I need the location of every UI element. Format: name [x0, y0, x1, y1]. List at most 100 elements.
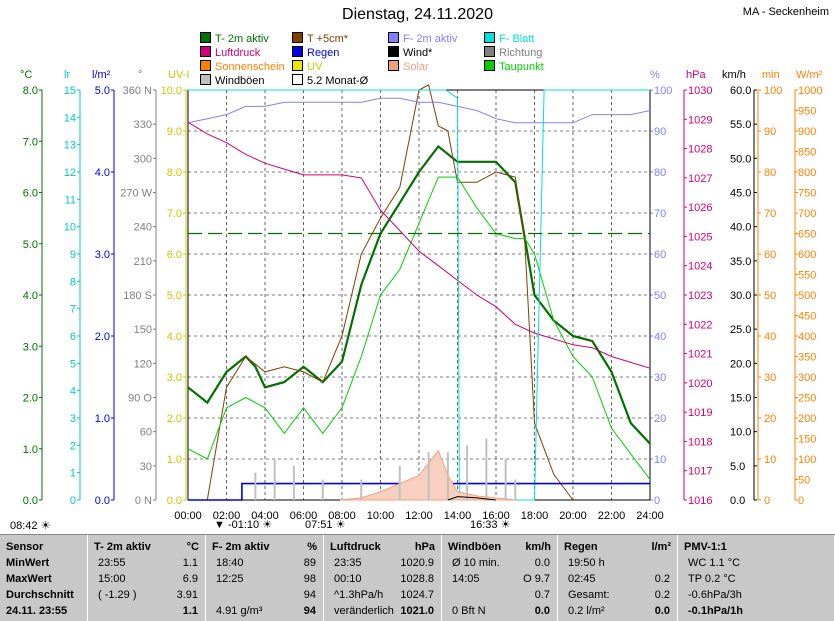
- table-cell: 0 Bft N 0.0: [452, 605, 550, 617]
- table-cell: 0.2 l/m² 0.0: [568, 605, 670, 617]
- tick-label: 40.0: [730, 222, 751, 234]
- axis-wm2: W/m²100095090085080075070065060055050045…: [794, 69, 823, 507]
- tick-label: 50: [764, 290, 776, 302]
- x-tick-label: 18:00: [521, 510, 549, 522]
- legend-swatch: [484, 32, 495, 43]
- tick-label: 3.0: [23, 341, 38, 353]
- tick-label: 20: [764, 413, 776, 425]
- legend-swatch: [292, 74, 303, 85]
- tick-label: 10: [654, 454, 666, 466]
- table-cell: 23:55 1.1: [98, 557, 198, 569]
- legend-swatch: [200, 74, 211, 85]
- stats-panel: Sensor T- 2m aktiv °C F- 2m aktiv% Luftdruck…: [0, 534, 835, 621]
- legend-item-wind: Wind*: [388, 46, 432, 59]
- table-cell: -0.1hPa/1h: [688, 605, 744, 617]
- tick-label: 4: [70, 386, 76, 398]
- tick-label: 9.0: [167, 126, 182, 138]
- tick-label: 1.0: [23, 444, 38, 456]
- tick-label: 200: [798, 413, 816, 425]
- tick-label: 6: [70, 331, 76, 343]
- axis-unit-degC: °C: [20, 69, 32, 81]
- tick-label: 4.0: [23, 290, 38, 302]
- table-cell: veränderlich 1021.0: [334, 605, 434, 617]
- tick-label: 90: [764, 126, 776, 138]
- table-cell: 14:05 O 9.7: [452, 573, 550, 585]
- legend-item-regen: Regen: [292, 46, 339, 59]
- tick-label: 270 W: [120, 188, 152, 200]
- legend-item-richtung: Richtung: [484, 46, 542, 59]
- tick-label: 60: [764, 249, 776, 261]
- stats-column-luftdruck: Luftdruck hPa: [324, 535, 442, 621]
- tick-label: 15: [64, 85, 76, 97]
- axis-unit-deg: °: [138, 69, 142, 81]
- tick-label: 0: [70, 495, 76, 507]
- tick-label: 35.0: [730, 256, 751, 268]
- tmax-marker: 08:42 ☀: [10, 520, 51, 532]
- table-cell: 1.1: [182, 605, 198, 617]
- chart-title: Dienstag, 24.11.2020: [342, 6, 493, 23]
- table-cell: 12:25 98: [216, 573, 316, 585]
- column-unit: %: [307, 541, 317, 553]
- column-unit: °C: [186, 541, 199, 553]
- tick-label: 14: [64, 112, 76, 124]
- tick-label: 30: [654, 372, 666, 384]
- tick-label: 1029: [688, 114, 712, 126]
- tick-label: 400: [798, 331, 816, 343]
- tick-label: 2.0: [167, 413, 182, 425]
- legend-item-luftdruck: Luftdruck: [200, 46, 260, 59]
- series-luftdruck: [187, 121, 651, 369]
- tick-label: 0.0: [95, 495, 110, 507]
- tick-label: 1018: [688, 436, 712, 448]
- axis-unit-min: min: [762, 69, 780, 81]
- legend-label: Richtung: [499, 47, 543, 59]
- axis-deg: ° 360 N 330 300 270 W 240 210 180 S 150 120 90 O 60…: [120, 69, 157, 507]
- tick-label: 25.0: [730, 324, 751, 336]
- x-tick-label: 22:00: [598, 510, 626, 522]
- tick-label: 10.0: [161, 85, 182, 97]
- tick-label: 70: [764, 208, 776, 220]
- tick-label: 8.0: [23, 85, 38, 97]
- tick-label: 45.0: [730, 188, 751, 200]
- series-t-5cm: [188, 84, 574, 501]
- axis-degC: °C 8.0 7.0 6.0 5.0 4.0 3.0 2.0 1.0 0.0: [20, 69, 43, 507]
- axis-hpa: hPa 1030 1029 1028 1027 1026 1025 1024 1023 1022 1…: [683, 69, 712, 507]
- axis-unit-lr: lr: [64, 69, 70, 81]
- legend-label: T +5cm*: [307, 33, 349, 45]
- tick-label: 600: [798, 249, 816, 261]
- tick-label: 10: [764, 454, 776, 466]
- stats-column-f-2m-aktiv: F- 2m aktiv%: [206, 535, 324, 621]
- table-cell: Durchschnitt: [6, 589, 74, 601]
- table-cell: Gesamt: 0.2: [568, 589, 670, 601]
- tick-label: 50: [798, 475, 810, 487]
- table-cell: TP 0.2 °C: [688, 573, 736, 585]
- tick-label: 1024: [688, 261, 712, 273]
- tick-label: 950: [798, 106, 816, 118]
- table-cell: 02:45 0.2: [568, 573, 670, 585]
- legend-label: Taupunkt: [499, 61, 544, 73]
- tick-label: 40: [654, 331, 666, 343]
- tick-label: 1022: [688, 319, 712, 331]
- tick-label: 330: [134, 119, 152, 131]
- tick-label: 11: [65, 194, 76, 206]
- tick-label: 3.0: [167, 372, 182, 384]
- tick-label: 1030: [688, 85, 712, 97]
- axis-unit-pct: %: [650, 69, 660, 81]
- legend-item-windb-en: Windböen: [200, 74, 265, 87]
- table-cell: 24.11. 23:55: [6, 605, 68, 617]
- legend-item-sonnenschein: Sonnenschein: [200, 60, 285, 73]
- x-tick-label: 08:00: [328, 510, 356, 522]
- legend-swatch: [200, 32, 211, 43]
- tick-label: 300: [134, 153, 152, 165]
- tick-label: 30: [764, 372, 776, 384]
- tick-label: 550: [798, 270, 816, 282]
- tick-label: 750: [798, 188, 816, 200]
- legend-item-t-5cm: T +5cm*: [292, 32, 348, 45]
- column-header: Luftdruck: [330, 541, 381, 553]
- table-cell: -0.6hPa/3h: [688, 589, 742, 601]
- tick-label: 120: [134, 358, 152, 370]
- tick-label: 20: [654, 413, 666, 425]
- tick-label: 5.0: [95, 85, 110, 97]
- tick-label: 350: [798, 352, 816, 364]
- legend-label: UV: [307, 61, 323, 73]
